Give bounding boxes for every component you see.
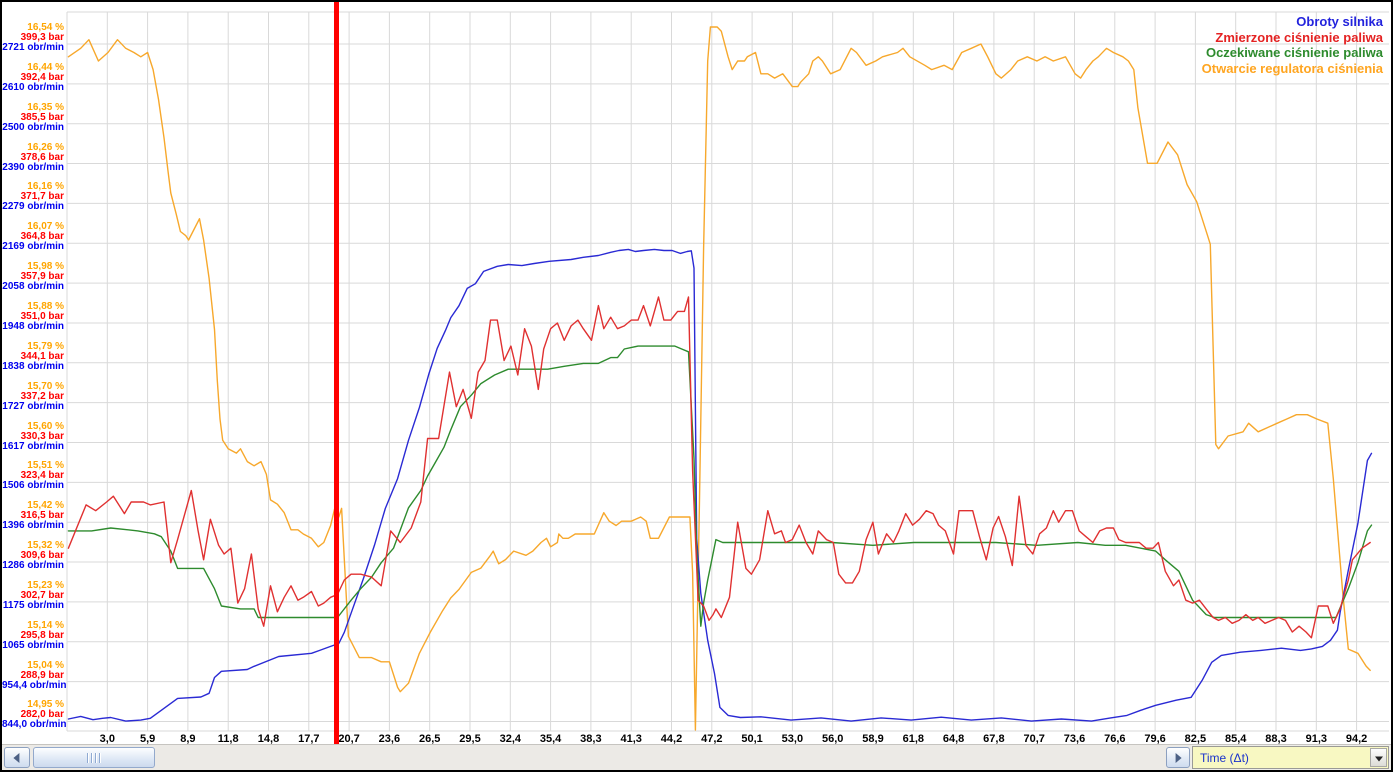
x-tick-label: 64,8 — [942, 733, 965, 745]
y-tick-group: 15,51 % 323,4 bar 1506 obr/min — [2, 460, 64, 492]
x-tick-label: 79,6 — [1144, 733, 1166, 745]
x-tick-label: 5,9 — [139, 733, 156, 745]
scroll-right-arrow-icon — [1175, 752, 1182, 763]
x-tick-label: 17,7 — [298, 733, 320, 745]
y-tick-group: 15,79 % 344,1 bar 1838 obr/min — [2, 340, 64, 372]
x-tick-label: 29,5 — [459, 733, 481, 745]
scroll-left-arrow-icon — [13, 752, 20, 763]
chevron-down-icon — [1374, 756, 1383, 761]
y-tick-group: 16,54 % 399,3 bar 2721 obr/min — [2, 22, 64, 53]
x-tick-label: 67,8 — [983, 733, 1005, 745]
x-tick-label: 11,8 — [217, 733, 239, 745]
time-cursor-line[interactable] — [334, 2, 339, 770]
x-tick-label: 94,2 — [1345, 733, 1368, 745]
scroll-left-button[interactable] — [4, 747, 30, 768]
scroll-right-button[interactable] — [1166, 747, 1190, 768]
x-tick-label: 38,3 — [580, 733, 602, 745]
x-tick-label: 91,3 — [1305, 733, 1328, 745]
y-tick-group: 15,60 % 330,3 bar 1617 obr/min — [2, 420, 64, 452]
x-tick-label: 14,8 — [257, 733, 280, 745]
x-tick-label: 32,4 — [499, 733, 522, 745]
y-tick-group: 15,98 % 357,9 bar 2058 obr/min — [2, 261, 64, 293]
bottom-bar: Time (Δt) — [2, 744, 1391, 770]
x-tick-label: 3,0 — [99, 733, 115, 745]
y-tick-group: 15,14 % 295,8 bar 1065 obr/min — [2, 619, 64, 651]
x-tick-label: 56,0 — [821, 733, 844, 745]
x-tick-label: 47,2 — [701, 733, 723, 745]
x-tick-label: 44,2 — [660, 733, 683, 745]
y-tick-group: 16,16 % 371,7 bar 2279 obr/min — [2, 181, 64, 213]
x-axis-mode-value: Time (Δt) — [1200, 751, 1249, 765]
y-tick-group: 15,70 % 337,2 bar 1727 obr/min — [2, 380, 64, 412]
x-tick-label: 76,6 — [1104, 733, 1126, 745]
y-tick-group: 15,23 % 302,7 bar 1175 obr/min — [2, 579, 64, 611]
y-tick-group: 15,42 % 316,5 bar 1396 obr/min — [2, 500, 64, 532]
legend-item-measured-pressure: Zmierzone ciśnienie paliwa — [1215, 29, 1383, 45]
x-tick-label: 70,7 — [1023, 733, 1045, 745]
y-tick-group: 16,44 % 392,4 bar 2610 obr/min — [2, 61, 64, 93]
y-tick-group: 16,26 % 378,6 bar 2390 obr/min — [2, 141, 64, 173]
x-tick-label: 85,4 — [1224, 733, 1247, 745]
x-tick-label: 8,9 — [180, 733, 196, 745]
chart-legend: Obroty silnika Zmierzone ciśnienie paliw… — [1202, 14, 1383, 76]
legend-item-expected-pressure: Oczekiwane ciśnienie paliwa — [1205, 45, 1383, 60]
legend-item-rpm: Obroty silnika — [1296, 14, 1383, 29]
x-tick-label: 61,8 — [902, 733, 925, 745]
x-tick-label: 53,0 — [781, 733, 804, 745]
thumb-grip-icon — [87, 753, 101, 763]
scrollbar-track[interactable] — [2, 745, 1191, 770]
x-tick-label: 58,9 — [862, 733, 884, 745]
y-tick-group: 15,04 % 288,9 bar 954,4 obr/min — [2, 659, 67, 691]
x-tick-label: 41,3 — [620, 733, 642, 745]
y-tick-group: 16,35 % 385,5 bar 2500 obr/min — [2, 101, 64, 133]
x-tick-label: 50,1 — [741, 733, 763, 745]
legend-item-regulator-opening: Otwarcie regulatora ciśnienia — [1201, 60, 1383, 76]
x-axis-labels: 3,0 5,9 8,9 11,8 14,8 17,7 20,7 23,6 26,5 29,5 32,… — [2, 733, 1391, 747]
x-tick-label: 26,5 — [418, 733, 441, 745]
chart-canvas — [66, 11, 1389, 732]
x-tick-label: 20,7 — [338, 733, 360, 745]
x-tick-label: 23,6 — [378, 733, 401, 745]
dropdown-button[interactable] — [1370, 748, 1387, 767]
scrollbar-thumb[interactable] — [33, 747, 155, 768]
x-tick-label: 88,3 — [1265, 733, 1287, 745]
x-axis-mode-dropdown[interactable]: Time (Δt) — [1192, 746, 1389, 769]
x-tick-label: 35,4 — [539, 733, 562, 745]
y-tick-group: 16,07 % 364,8 bar 2169 obr/min — [2, 221, 64, 253]
x-tick-label: 73,6 — [1063, 733, 1086, 745]
y-tick-group: 14,95 % 282,0 bar 844,0 obr/min — [2, 699, 67, 731]
y-tick-group: 15,88 % 351,0 bar 1948 obr/min — [2, 300, 64, 332]
y-tick-group: 15,32 % 309,6 bar 1286 obr/min — [2, 540, 64, 572]
x-tick-label: 82,5 — [1184, 733, 1207, 745]
